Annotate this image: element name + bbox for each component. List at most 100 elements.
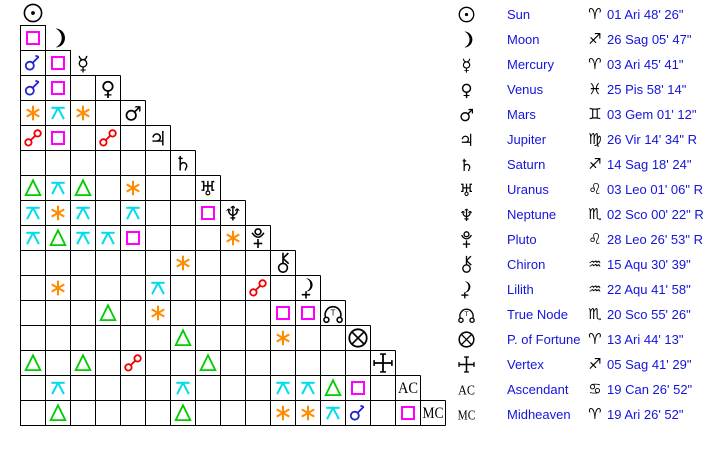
aspect-fortune-saturn-trine-icon xyxy=(174,328,192,346)
planet-name: Ascendant xyxy=(507,382,569,397)
aspect-neptune-sun-quincunx-icon xyxy=(26,206,40,220)
svg-text:♆: ♆ xyxy=(224,202,242,226)
aspect-cell-chiron-neptune xyxy=(220,250,246,276)
aspect-cell-fortune-neptune xyxy=(220,325,246,351)
aspect-cell-lilith-chiron xyxy=(270,275,296,301)
neptune-icon: ♆ xyxy=(455,202,477,227)
uranus-icon: ♅ xyxy=(199,177,217,201)
aspect-cell-lilith-saturn xyxy=(170,275,196,301)
aspect-pluto-mars-square-icon xyxy=(126,231,140,245)
aspect-ac-saturn-quincunx-icon xyxy=(176,381,190,395)
aspect-moon-sun-square-icon xyxy=(26,31,40,45)
jupiter-icon: ♃ xyxy=(149,127,167,151)
aspect-cell-uranus-moon xyxy=(45,175,71,201)
aspect-uranus-mars-sextile-icon xyxy=(126,180,140,196)
aspect-cell-vertex-moon xyxy=(45,350,71,376)
sign-gem-icon: ♊ xyxy=(588,105,602,123)
aspect-cell-saturn-mercury xyxy=(70,150,96,176)
svg-text:☿: ☿ xyxy=(77,52,89,76)
aspect-lilith-jupiter-quincunx-icon xyxy=(151,281,165,295)
sign-sag-icon: ♐ xyxy=(588,355,602,373)
aspect-cell-lilith-sun xyxy=(20,275,46,301)
aspect-cell-chiron-uranus xyxy=(195,250,221,276)
vertex-icon xyxy=(455,352,477,377)
aspect-cell-fortune-pluto xyxy=(245,325,271,351)
sign-ari-icon: ♈ xyxy=(588,5,602,23)
aspect-cell-neptune-sun xyxy=(20,200,46,226)
moon-icon xyxy=(55,28,65,48)
aspect-jupiter-moon-square-icon xyxy=(51,131,65,145)
aspect-cell-vertex-jupiter xyxy=(145,350,171,376)
svg-text:♀: ♀ xyxy=(460,80,472,100)
aspect-cell-vertex-chiron xyxy=(270,350,296,376)
aspect-cell-fortune-mercury xyxy=(70,325,96,351)
position-row-jupiter: ♃ Jupiter ♍ 26 Vir 14' 34" R xyxy=(455,127,705,152)
planet-position: 20 Sco 55' 26" xyxy=(607,307,691,322)
aspect-cell-fortune-lilith xyxy=(295,325,321,351)
position-row-true-node: T True Node ♏ 20 Sco 55' 26" xyxy=(455,302,705,327)
aspect-mars-moon-quincunx-icon xyxy=(51,106,65,120)
aspect-cell-vertex-pluto xyxy=(245,350,271,376)
planet-name: Lilith xyxy=(507,282,534,297)
aspect-mc-chiron-sextile-icon xyxy=(276,405,290,421)
aspect-cell-neptune-uranus xyxy=(195,200,221,226)
planet-position: 25 Pis 58' 14" xyxy=(607,82,687,97)
saturn-icon: ♄ xyxy=(455,152,477,177)
aspect-cell-lilith-mercury xyxy=(70,275,96,301)
aspect-cell-chiron-venus xyxy=(95,250,121,276)
planet-name: Midheaven xyxy=(507,407,571,422)
aspect-cell-mc-true-node xyxy=(320,400,346,426)
aspect-cell-venus-mercury xyxy=(70,75,96,101)
svg-text:♂: ♂ xyxy=(124,102,142,126)
aspect-cell-saturn-moon xyxy=(45,150,71,176)
aspect-cell-jupiter-mars xyxy=(120,125,146,151)
aspect-cell-fortune-uranus xyxy=(195,325,221,351)
aspect-grid: ☿ ♀ ♂ ♃ ♄ ♅ ♆ T AC MC xyxy=(20,3,446,426)
aspect-neptune-mercury-quincunx-icon xyxy=(76,206,90,220)
aspect-cell-ac-chiron xyxy=(270,375,296,401)
mc-icon: MC xyxy=(455,402,477,427)
aspect-cell-vertex-venus xyxy=(95,350,121,376)
aspect-uranus-moon-quincunx-icon xyxy=(51,181,65,195)
aspect-cell-ac-uranus xyxy=(195,375,221,401)
mc-icon: MC xyxy=(423,405,444,422)
planet-position: 02 Sco 00' 22" R xyxy=(607,207,704,222)
aspect-cell-vertex-saturn xyxy=(170,350,196,376)
planet-position: 01 Ari 48' 26" xyxy=(607,7,684,22)
pluto-icon xyxy=(455,227,477,252)
mars-icon: ♂ xyxy=(124,102,142,126)
true-node-icon: T xyxy=(455,302,477,327)
aspect-cell-venus-moon xyxy=(45,75,71,101)
sign-pis-icon: ♓ xyxy=(588,80,602,98)
aspect-cell-pluto-sun xyxy=(20,225,46,251)
aspect-cell-ac-neptune xyxy=(220,375,246,401)
aspect-pluto-neptune-sextile-icon xyxy=(226,230,240,246)
svg-text:♃: ♃ xyxy=(458,130,473,150)
aspect-cell-vertex-true-node xyxy=(320,350,346,376)
planet-name: Jupiter xyxy=(507,132,547,147)
aspect-cell-ac-jupiter xyxy=(145,375,171,401)
aspect-cell-mc-jupiter xyxy=(145,400,171,426)
aspect-venus-moon-square-icon xyxy=(51,81,65,95)
planet-positions-table: Sun ♈ 01 Ari 48' 26" Moon ♐ 26 Sag 05' 47" ☿ Me… xyxy=(455,0,705,450)
planet-name: Sun xyxy=(507,7,531,22)
aspect-vertex-mars-opposition-icon xyxy=(124,354,142,372)
aspect-mars-sun-sextile-icon xyxy=(26,105,40,121)
chiron-icon xyxy=(455,252,477,277)
mercury-icon: ☿ xyxy=(77,52,89,76)
aspect-cell-ac-pluto xyxy=(245,375,271,401)
aspect-true-node-lilith-square-icon xyxy=(301,306,315,320)
aspect-true-node-jupiter-sextile-icon xyxy=(151,305,165,321)
aspect-cell-vertex-neptune xyxy=(220,350,246,376)
aspect-cell-true-node-chiron xyxy=(270,300,296,326)
aspect-cell-saturn-jupiter xyxy=(145,150,171,176)
aspect-venus-sun-conjunction-icon xyxy=(24,79,40,96)
aspect-ac-chiron-quincunx-icon xyxy=(276,381,290,395)
aspect-cell-pluto-saturn xyxy=(170,225,196,251)
sign-leo-icon: ♌ xyxy=(588,230,602,248)
planet-name: Chiron xyxy=(507,257,546,272)
aspect-mars-mercury-sextile-icon xyxy=(76,105,90,121)
svg-text:T: T xyxy=(330,309,336,318)
planet-position: 05 Sag 41' 29" xyxy=(607,357,692,372)
